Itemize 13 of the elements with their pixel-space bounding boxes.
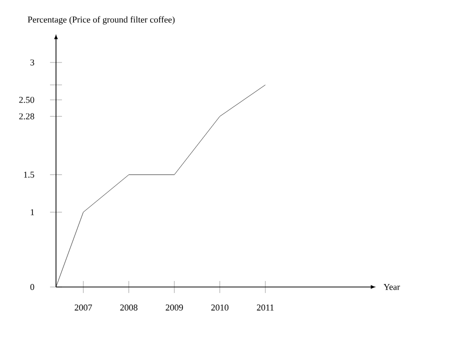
y-tick-label: 3 — [30, 59, 34, 66]
y-tick-label: 2.28 — [19, 113, 34, 120]
y-tick-label: 1 — [30, 209, 34, 216]
y-tick-label: 1.5 — [24, 172, 34, 178]
x-axis-title: Year — [384, 284, 400, 290]
x-tick-label: 2009 — [166, 304, 183, 311]
x-tick-label: 2008 — [120, 304, 138, 311]
y-tick-label: 2.50 — [19, 96, 34, 103]
y-axis-title: Percentage (Price of ground filter coffee) — [28, 16, 175, 24]
x-tick-label: 2007 — [74, 304, 92, 311]
x-tick-label: 2010 — [211, 304, 228, 311]
y-tick-label: 0 — [30, 284, 34, 290]
x-tick-label: 2011 — [256, 304, 274, 311]
